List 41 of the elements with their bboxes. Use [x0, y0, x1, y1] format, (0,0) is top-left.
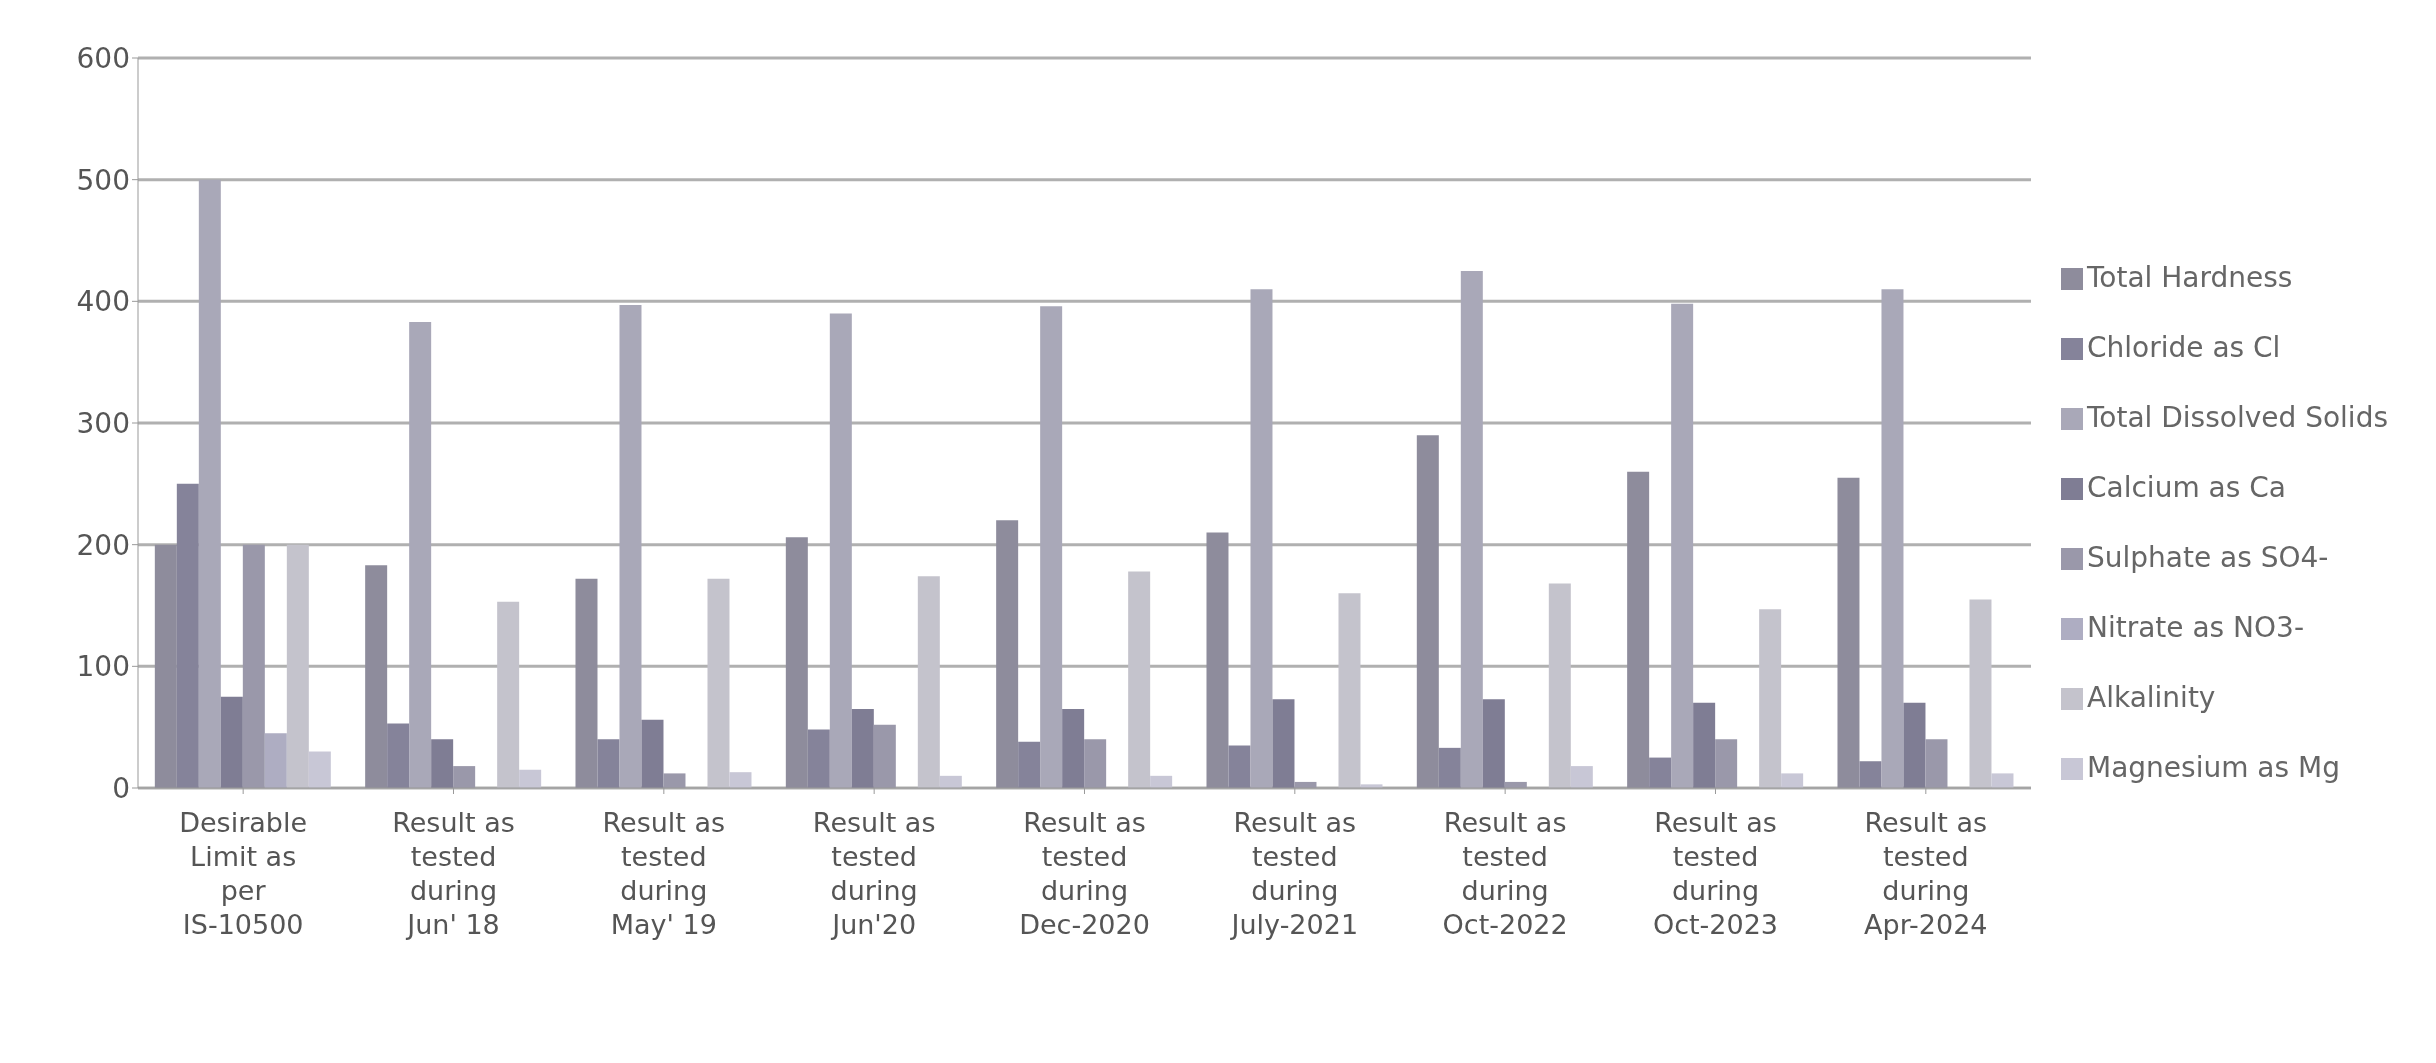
bar: [1715, 739, 1738, 788]
y-tick-label: 400: [76, 285, 130, 319]
bar: [431, 739, 454, 788]
y-tick-label: 0: [112, 771, 130, 805]
bar: [1272, 699, 1295, 788]
y-tick-label: 200: [76, 528, 130, 562]
x-tick-label: Result as tested during Oct-2022: [1442, 807, 1568, 940]
legend-label: Calcium as Ca: [2086, 471, 2286, 504]
bar: [242, 544, 265, 788]
bar: [663, 773, 686, 788]
bar: [1925, 739, 1948, 788]
x-tick-label: Result as tested during Jun'20: [812, 807, 936, 940]
y-tick-label: 100: [76, 650, 130, 684]
x-tick-label: Result as tested during July-2021: [1229, 807, 1359, 940]
bar: [1903, 702, 1926, 788]
bar: [641, 719, 664, 788]
y-tick-label: 300: [76, 406, 130, 440]
x-tick-label: Result as tested during Apr-2024: [1864, 807, 1988, 940]
bar: [453, 766, 476, 788]
legend-label: Alkalinity: [2086, 681, 2216, 714]
bar: [851, 708, 874, 788]
x-tick-label: Result as tested during Dec-2020: [1019, 807, 1150, 940]
bar: [1084, 739, 1107, 788]
y-tick-label: 600: [76, 41, 130, 75]
x-tick-label: Result as tested during May' 19: [602, 807, 726, 940]
x-tick-label: Desirable Limit as per IS-10500: [179, 807, 308, 940]
bar: [873, 724, 896, 788]
bar: [264, 733, 287, 788]
legend-label: Chloride as Cl: [2086, 331, 2281, 364]
bar: [1062, 708, 1085, 788]
bar: [220, 696, 243, 788]
x-tick-label: Result as tested during Jun' 18: [392, 807, 515, 940]
legend-label: Magnesium as Mg: [2086, 751, 2340, 784]
y-tick-label: 500: [76, 163, 130, 197]
bar: [1482, 699, 1505, 788]
legend-label: Sulphate as SO4-: [2086, 541, 2329, 574]
legend-label: Nitrate as NO3-: [2086, 611, 2305, 644]
legend-label: Total Dissolved Solids: [2086, 401, 2388, 434]
legend-label: Total Hardness: [2086, 261, 2293, 294]
x-tick-label: Result as tested during Oct-2023: [1652, 807, 1779, 940]
bar: [1693, 702, 1716, 788]
